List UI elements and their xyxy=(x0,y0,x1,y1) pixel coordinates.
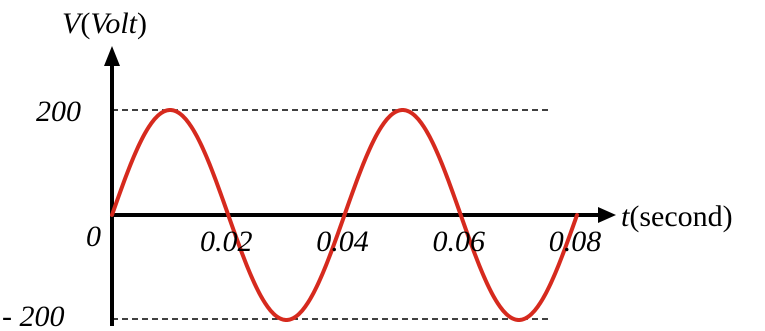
y-tick-label-neg-200: - 200 xyxy=(2,300,65,331)
x-axis-arrowhead xyxy=(598,207,616,223)
y-tick-label-200: 200 xyxy=(36,95,81,128)
x-tick-label-0-04: 0.04 xyxy=(316,225,369,258)
axes xyxy=(104,46,616,326)
x-axis-label: t(second) xyxy=(621,200,733,233)
sine-wave-series xyxy=(110,108,579,322)
x-tick-label-0-02: 0.02 xyxy=(200,225,253,258)
reference-lines xyxy=(112,109,548,320)
origin-label: 0 xyxy=(86,220,101,253)
y-axis-label: V(Volt) xyxy=(62,7,147,40)
y-axis-arrowhead xyxy=(104,46,120,66)
x-tick-label-0-06: 0.06 xyxy=(433,225,486,258)
chart-labels: V(Volt) t(second) 0 200 - 200 xyxy=(2,7,733,331)
x-tick-label-0-08: 0.08 xyxy=(549,225,602,258)
x-tick-labels: 0.02 0.04 0.06 0.08 xyxy=(200,225,601,258)
